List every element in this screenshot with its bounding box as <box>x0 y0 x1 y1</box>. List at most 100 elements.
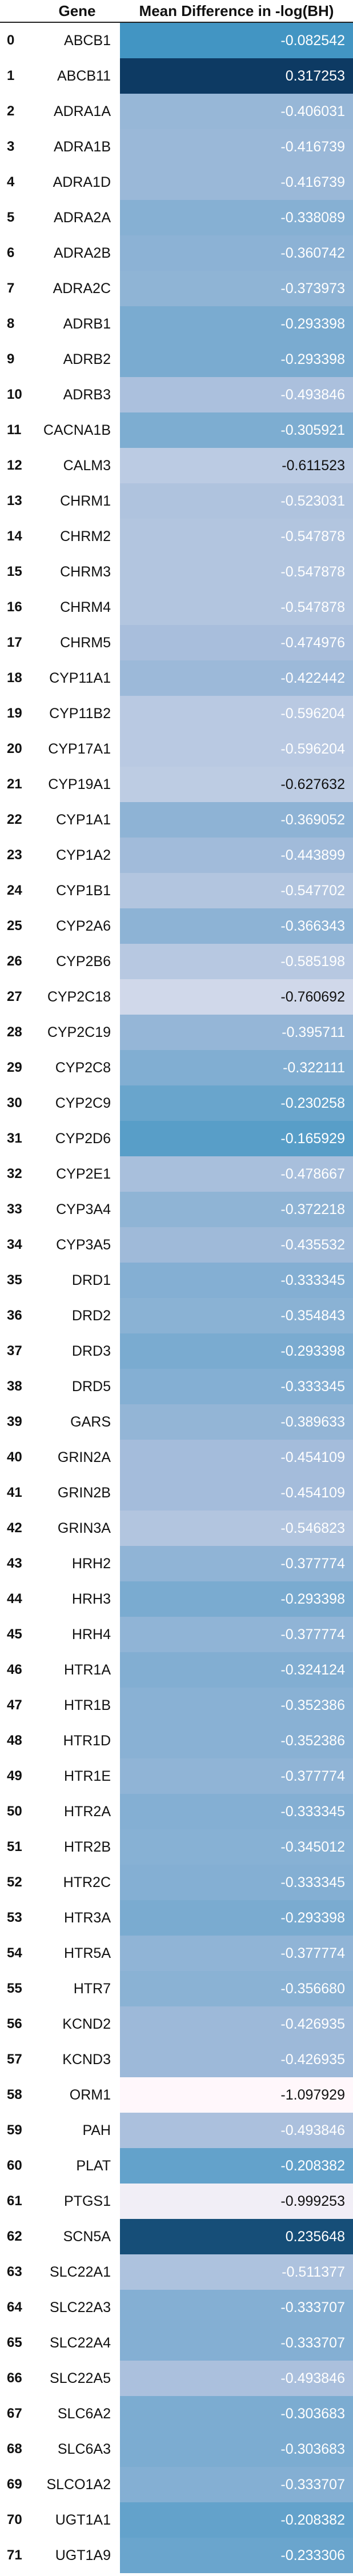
row-index: 38 <box>7 1379 22 1394</box>
mean-difference-cell: -0.333707 <box>120 2325 353 2361</box>
mean-difference-cell: -0.547878 <box>120 519 353 554</box>
row-index: 17 <box>7 635 22 650</box>
mean-difference-cell: -0.422442 <box>120 660 353 696</box>
table-row: 50 HTR2A -0.333345 <box>0 1794 353 1829</box>
table-row: 67 SLC6A2 -0.303683 <box>0 2396 353 2431</box>
table-row: 58 ORM1 -1.097929 <box>0 2077 353 2113</box>
row-index: 54 <box>7 1945 22 1961</box>
gene-cell: ADRB3 <box>63 386 111 403</box>
row-index: 33 <box>7 1201 22 1217</box>
gene-cell: PTGS1 <box>64 2193 111 2209</box>
mean-difference-cell: -0.596204 <box>120 731 353 767</box>
row-index: 40 <box>7 1449 22 1465</box>
gene-cell: CYP2C18 <box>47 988 111 1005</box>
mean-difference-cell: -0.443899 <box>120 838 353 873</box>
mean-difference-cell: -0.293398 <box>120 1581 353 1617</box>
mean-difference-cell: -0.366343 <box>120 908 353 944</box>
gene-cell: CHRM4 <box>60 599 111 615</box>
gene-cell: CYP2B6 <box>56 953 111 969</box>
mean-difference-cell: -1.097929 <box>120 2077 353 2113</box>
row-index: 31 <box>7 1131 22 1146</box>
gene-cell: CYP2C9 <box>55 1095 111 1111</box>
row-index: 36 <box>7 1308 22 1323</box>
row-index: 15 <box>7 564 22 579</box>
row-index: 48 <box>7 1733 22 1748</box>
gene-cell: ABCB11 <box>57 67 111 84</box>
gene-cell: CHRM5 <box>60 634 111 651</box>
table-row: 53 HTR3A -0.293398 <box>0 1900 353 1936</box>
row-index: 69 <box>7 2477 22 2492</box>
row-index: 2 <box>7 103 15 119</box>
row-index: 35 <box>7 1272 22 1288</box>
row-index: 63 <box>7 2264 22 2279</box>
gene-cell: CHRM3 <box>60 563 111 580</box>
table-row: 13 CHRM1 -0.523031 <box>0 483 353 519</box>
row-index: 13 <box>7 493 22 508</box>
table-row: 62 SCN5A 0.235648 <box>0 2219 353 2254</box>
table-row: 64 SLC22A3 -0.333707 <box>0 2290 353 2325</box>
mean-difference-cell: -0.333345 <box>120 1794 353 1829</box>
mean-difference-cell: -0.208382 <box>120 2502 353 2538</box>
table-row: 60 PLAT -0.208382 <box>0 2148 353 2184</box>
gene-cell: ADRA2C <box>53 280 111 297</box>
row-index: 9 <box>7 351 15 367</box>
row-index: 26 <box>7 954 22 969</box>
table-row: 34 CYP3A5 -0.435532 <box>0 1227 353 1263</box>
mean-difference-cell: -0.082542 <box>120 23 353 58</box>
row-index: 42 <box>7 1520 22 1536</box>
row-index: 21 <box>7 776 22 792</box>
gene-cell: CYP19A1 <box>48 776 111 792</box>
table-row: 6 ADRA2B -0.360742 <box>0 235 353 271</box>
mean-difference-cell: -0.493846 <box>120 377 353 412</box>
table-row: 17 CHRM5 -0.474976 <box>0 625 353 660</box>
table-row: 54 HTR5A -0.377774 <box>0 1936 353 1971</box>
gene-cell: CYP3A5 <box>56 1236 111 1253</box>
row-index: 58 <box>7 2087 22 2102</box>
mean-difference-cell: -0.324124 <box>120 1652 353 1688</box>
gene-cell: ADRA1A <box>53 103 111 119</box>
row-index: 1 <box>7 68 15 83</box>
row-index: 64 <box>7 2299 22 2315</box>
row-index: 27 <box>7 989 22 1004</box>
mean-difference-cell: -0.377774 <box>120 1617 353 1652</box>
gene-cell: ADRB1 <box>63 315 111 332</box>
row-index: 41 <box>7 1485 22 1500</box>
row-index: 4 <box>7 174 15 190</box>
row-index: 16 <box>7 599 22 615</box>
mean-difference-cell: -0.454109 <box>120 1440 353 1475</box>
gene-cell: CYP2C8 <box>55 1059 111 1076</box>
row-index: 50 <box>7 1804 22 1819</box>
gene-cell: CYP2C19 <box>47 1024 111 1040</box>
mean-difference-cell: -0.305921 <box>120 412 353 448</box>
header-gene: Gene <box>58 2 96 19</box>
gene-cell: SLC6A2 <box>57 2405 111 2422</box>
mean-difference-cell: -0.395711 <box>120 1015 353 1050</box>
mean-difference-cell: -0.360742 <box>120 235 353 271</box>
mean-difference-cell: -0.165929 <box>120 1121 353 1156</box>
row-index: 62 <box>7 2229 22 2244</box>
gene-cell: KCND3 <box>62 2051 111 2068</box>
row-index: 61 <box>7 2193 22 2209</box>
mean-difference-cell: -0.356680 <box>120 1971 353 2006</box>
table-row: 4 ADRA1D -0.416739 <box>0 165 353 200</box>
row-index: 39 <box>7 1414 22 1429</box>
gene-cell: ABCB1 <box>64 32 111 49</box>
row-index: 18 <box>7 670 22 686</box>
row-index: 34 <box>7 1237 22 1252</box>
row-index: 56 <box>7 2016 22 2032</box>
gene-cell: GRIN3A <box>57 1520 111 1536</box>
mean-difference-cell: -0.293398 <box>120 342 353 377</box>
row-index: 14 <box>7 528 22 544</box>
gene-cell: CYP1A1 <box>56 811 111 828</box>
mean-difference-cell: -0.760692 <box>120 979 353 1015</box>
row-index: 45 <box>7 1626 22 1642</box>
table-row: 5 ADRA2A -0.338089 <box>0 200 353 235</box>
mean-difference-cell: -0.333345 <box>120 1369 353 1404</box>
mean-difference-cell: -0.377774 <box>120 1758 353 1794</box>
gene-cell: HTR7 <box>73 1980 111 1997</box>
mean-difference-cell: -0.435532 <box>120 1227 353 1263</box>
row-index: 71 <box>7 2547 22 2563</box>
table-row: 45 HRH4 -0.377774 <box>0 1617 353 1652</box>
gene-cell: CHRM2 <box>60 528 111 544</box>
gene-cell: CYP17A1 <box>48 740 111 757</box>
